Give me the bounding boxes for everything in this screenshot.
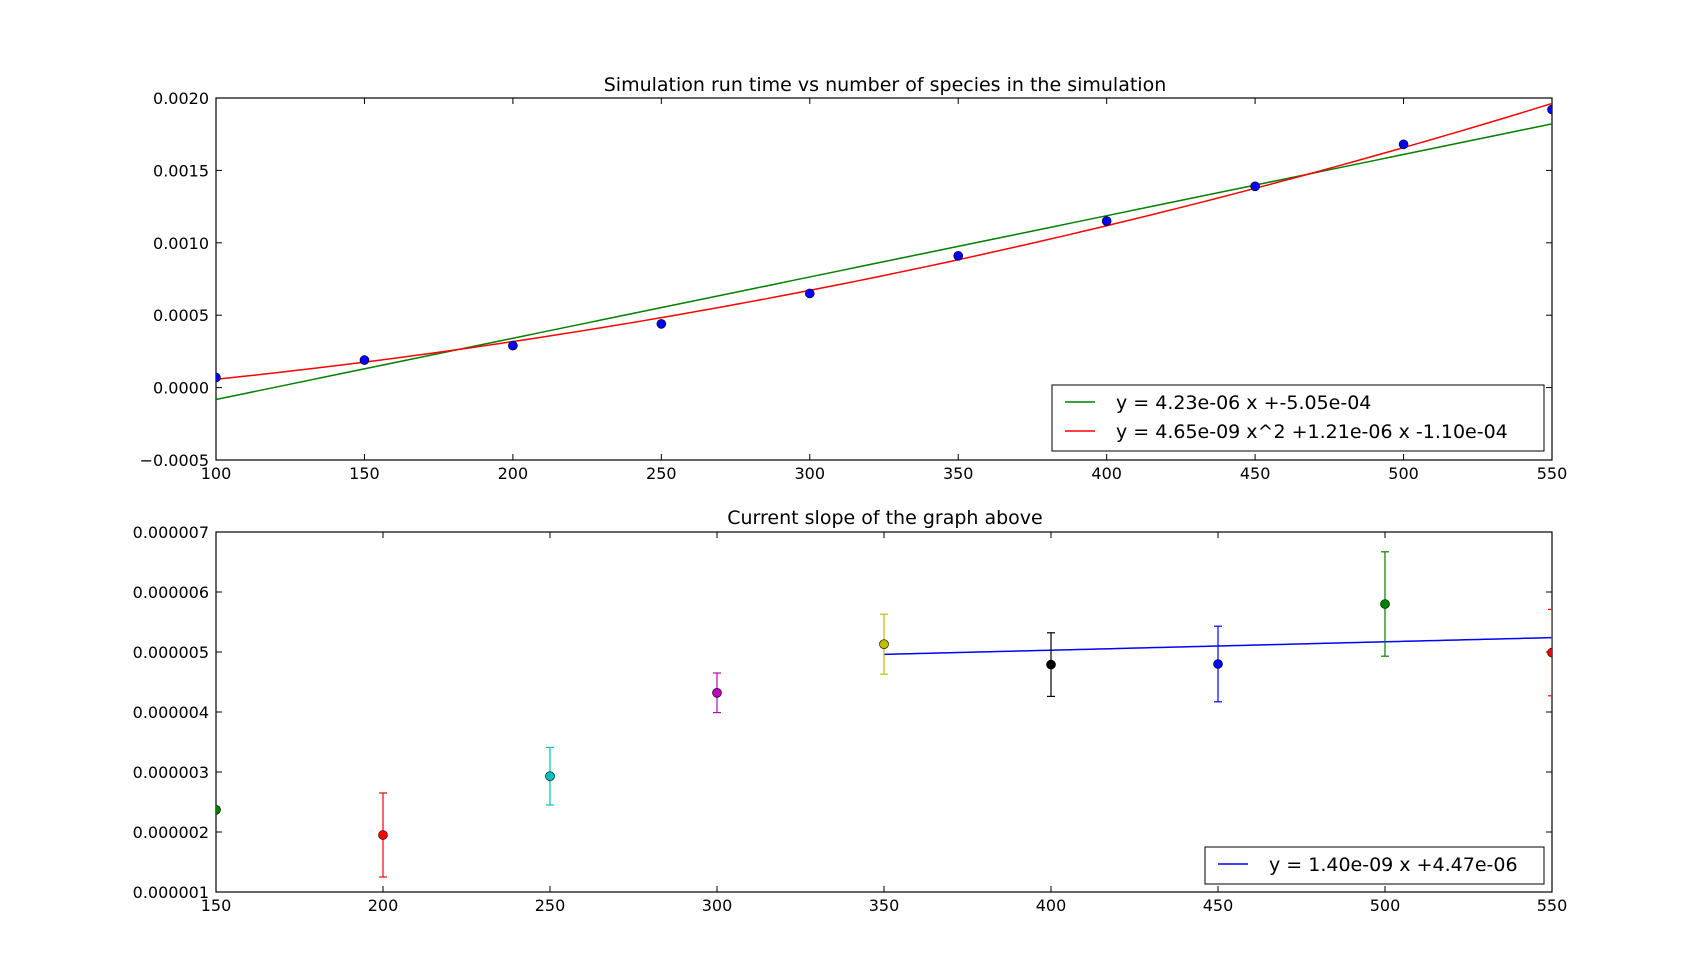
bottom-x-tick-label: 450 — [1203, 896, 1234, 915]
bottom-legend-label-0: y = 1.40e-09 x +4.47e-06 — [1269, 854, 1518, 876]
bottom-x-tick-label: 300 — [702, 896, 733, 915]
bottom-y-tick-label: 0.000007 — [133, 523, 209, 542]
top-fit-line-1 — [216, 102, 1552, 381]
top-x-tick-label: 500 — [1388, 464, 1419, 483]
top-data-point — [1547, 104, 1552, 115]
top-chart-panel: Simulation run time vs number of species… — [140, 74, 1568, 483]
bottom-data-point — [712, 687, 722, 698]
top-chart-title: Simulation run time vs number of species… — [604, 74, 1167, 96]
bottom-x-tick-label: 350 — [869, 896, 900, 915]
bottom-data-point — [378, 830, 388, 840]
bottom-chart-frame — [215, 531, 1553, 893]
top-data-point — [1250, 181, 1260, 192]
bottom-y-tick-label: 0.000005 — [133, 643, 209, 662]
bottom-data-point — [216, 805, 221, 815]
bottom-chart-ticks: 150 200 250 300 350 400 450 500 550 0.000007 0.000… — [133, 523, 1568, 915]
bottom-x-tick-label: 500 — [1370, 896, 1401, 915]
bottom-chart-panel: Current slope of the graph above 150 200 2… — [133, 507, 1568, 915]
top-data-point — [656, 319, 667, 329]
top-y-tick-label: 0.0010 — [153, 234, 209, 253]
top-chart-series — [216, 102, 1552, 401]
top-legend-label-0: y = 4.23e-06 x +-5.05e-04 — [1116, 392, 1371, 414]
top-data-point — [216, 372, 221, 383]
top-x-tick-label: 350 — [943, 464, 974, 483]
top-chart-ticks: 100 150 200 250 300 350 400 450 500 550 0.0020 0.00… — [140, 89, 1568, 483]
bottom-chart-plot-area — [216, 551, 1552, 878]
top-y-tick-label: 0.0000 — [153, 379, 209, 398]
bottom-x-tick-label: 250 — [535, 896, 566, 915]
bottom-data-point — [1046, 659, 1056, 670]
bottom-y-tick-label: 0.000002 — [133, 823, 209, 842]
top-fit-line-0 — [216, 123, 1552, 401]
top-chart-frame — [215, 97, 1553, 461]
bottom-data-point — [1213, 659, 1223, 669]
top-x-tick-label: 450 — [1240, 464, 1271, 483]
top-y-tick-label: 0.0020 — [153, 89, 209, 108]
top-y-tick-label: 0.0005 — [153, 306, 209, 325]
bottom-x-tick-label: 550 — [1537, 896, 1568, 915]
top-data-point — [508, 340, 518, 351]
top-chart-plot-area — [216, 102, 1552, 401]
bottom-data-point — [545, 771, 555, 782]
top-data-point — [953, 251, 964, 261]
bottom-chart-title: Current slope of the graph above — [727, 507, 1043, 529]
top-data-point — [1101, 216, 1112, 226]
top-x-tick-label: 250 — [646, 464, 677, 483]
top-data-point — [804, 288, 815, 299]
top-x-tick-label: 400 — [1091, 464, 1122, 483]
top-x-tick-label: 200 — [498, 464, 529, 483]
bottom-chart-legend: y = 1.40e-09 x +4.47e-06 — [1204, 846, 1545, 885]
bottom-x-tick-label: 200 — [368, 896, 399, 915]
top-y-tick-label: −0.0005 — [140, 451, 209, 470]
bottom-y-tick-label: 0.000001 — [133, 883, 209, 902]
bottom-chart-series — [216, 551, 1552, 878]
bottom-y-tick-label: 0.000006 — [133, 583, 209, 602]
bottom-data-point — [879, 639, 889, 650]
bottom-x-tick-label: 400 — [1036, 896, 1067, 915]
top-chart-legend: y = 4.23e-06 x +-5.05e-04 y = 4.65e-09 x^… — [1051, 384, 1545, 452]
bottom-data-point — [1547, 647, 1552, 658]
top-y-tick-label: 0.0015 — [153, 161, 209, 180]
bottom-data-point — [1380, 599, 1390, 609]
top-legend-box — [1051, 384, 1545, 452]
top-x-tick-label: 150 — [349, 464, 380, 483]
bottom-x-tick-label: 150 — [201, 896, 232, 915]
top-data-point — [1398, 139, 1409, 150]
top-legend-label-1: y = 4.65e-09 x^2 +1.21e-06 x -1.10e-04 — [1116, 421, 1508, 443]
top-x-tick-label: 100 — [201, 464, 232, 483]
top-x-tick-label: 300 — [795, 464, 826, 483]
bottom-y-tick-label: 0.000003 — [133, 763, 209, 782]
bottom-legend-box — [1204, 846, 1545, 885]
bottom-y-tick-label: 0.000004 — [133, 703, 209, 722]
top-data-point — [359, 355, 370, 365]
top-x-tick-label: 550 — [1537, 464, 1568, 483]
